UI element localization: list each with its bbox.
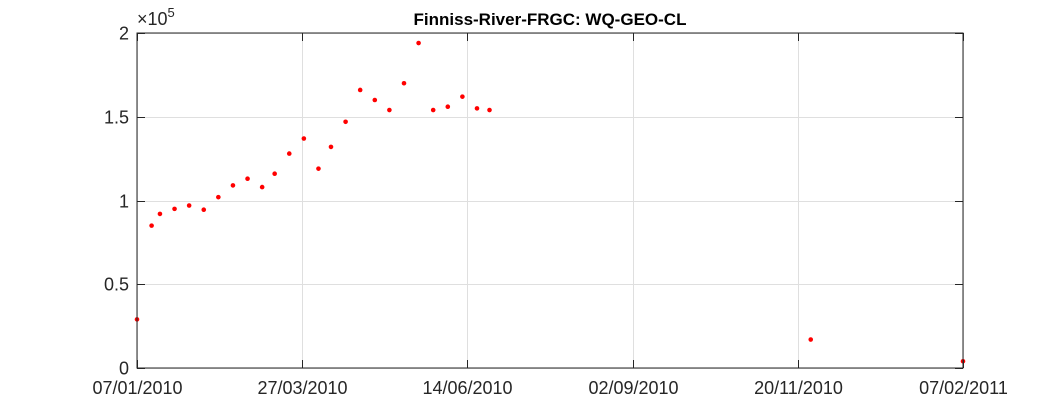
data-point [430,107,436,113]
data-point [401,80,407,86]
data-point [286,151,292,156]
data-point [316,166,321,171]
data-point [387,107,392,113]
x-tick-label: 07/01/2010 [92,378,182,398]
data-point [301,136,307,141]
data-point [372,97,378,103]
data-point [328,144,334,150]
ticks-layer [137,33,964,369]
x-tick-label: 20/11/2010 [754,378,843,398]
data-point [216,194,221,200]
data-point [343,119,348,125]
y-exponent-power: 5 [168,5,175,20]
y-tick-label: 2 [119,24,129,44]
axes-box [136,32,964,369]
data-point [201,207,207,213]
data-point [808,337,814,342]
plot-area [137,33,963,368]
x-tick-label: 14/06/2010 [422,378,512,398]
x-tick-label: 02/09/2010 [588,378,678,398]
y-tick-label: 0 [119,359,129,379]
data-point [172,206,177,212]
x-tick-label: 27/03/2010 [257,378,347,398]
data-point [259,184,265,190]
y-exponent-prefix: ×10 [137,9,168,29]
data-point [487,107,492,113]
x-tick-label: 07/02/2011 [919,378,1008,398]
y-tick-label: 0.5 [104,275,129,295]
data-point [474,106,480,111]
y-exponent-label: ×105 [137,5,175,29]
data-point [186,203,192,208]
data-point [157,211,163,217]
data-point [445,104,451,109]
data-point [416,40,421,46]
data-point [272,171,277,176]
data-point [230,183,236,188]
labels-layer: 07/01/2010 27/03/2010 14/06/2010 02/09/2010… [92,24,1007,399]
y-tick-label: 1.5 [104,108,129,128]
data-point [245,176,250,182]
data-point [460,94,465,99]
data-point [149,223,154,228]
chart-title: Finniss-River-FRGC: WQ-GEO-CL [414,10,687,29]
y-tick-label: 1 [119,192,129,212]
data-point [357,87,363,93]
